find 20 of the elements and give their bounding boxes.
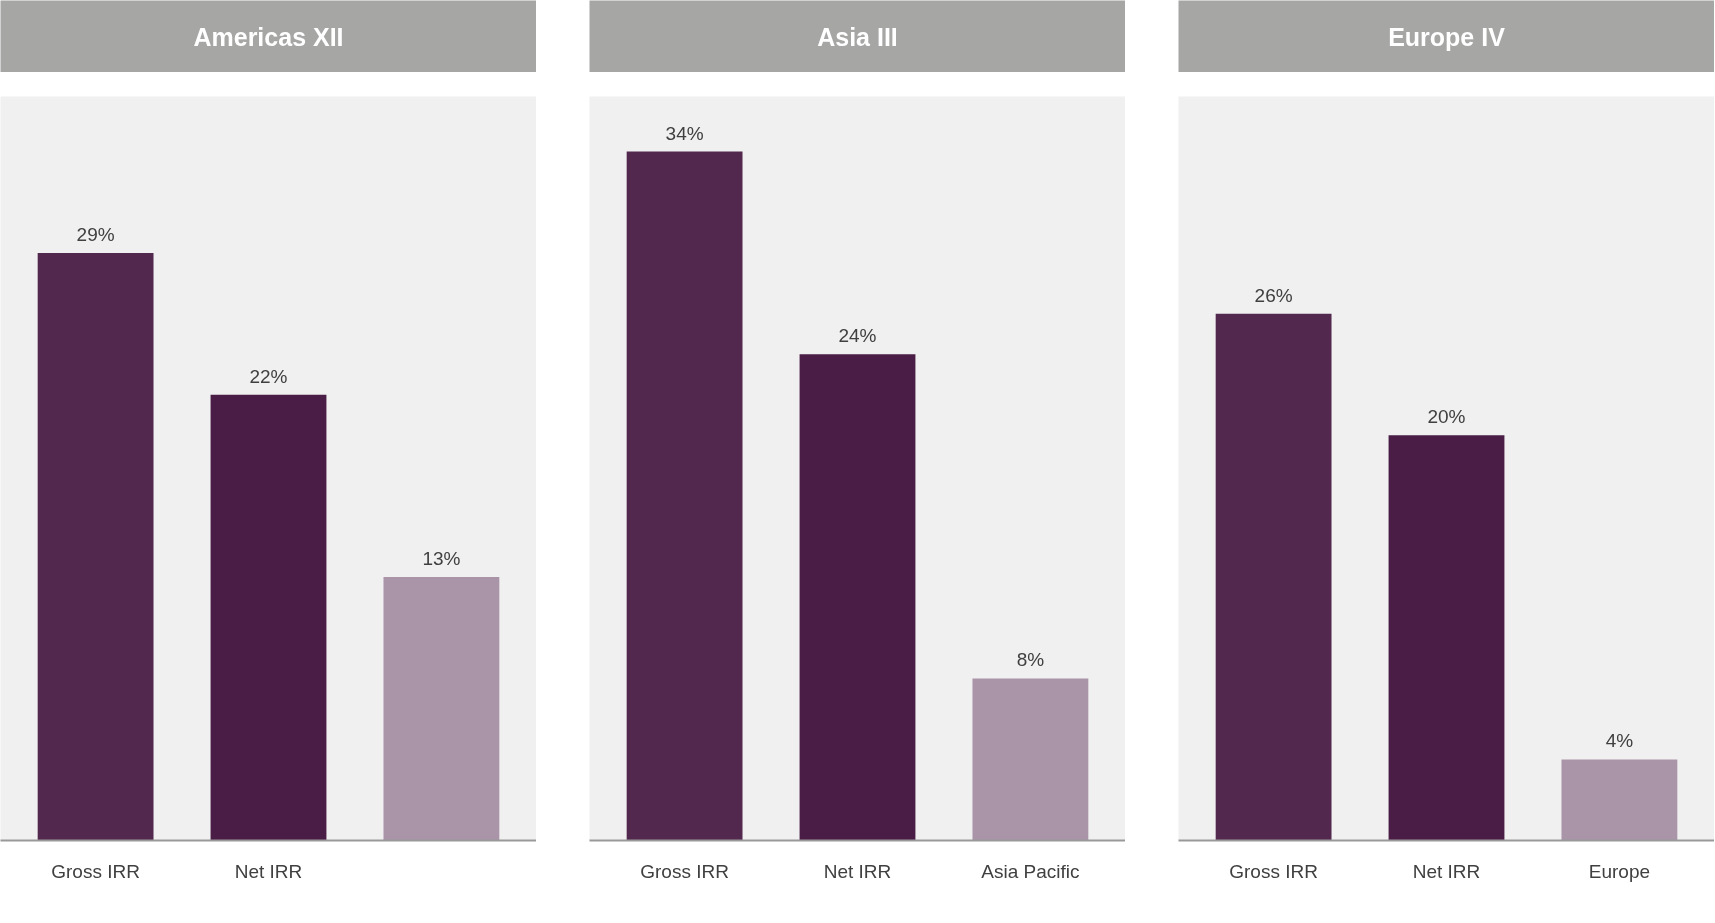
x-tick-label: Net IRR [1412,860,1481,882]
x-tick-label: Gross IRR [1229,860,1318,882]
data-label: 29% [76,223,115,245]
data-label: 26% [1254,284,1293,306]
data-label: 22% [249,365,288,387]
data-label: 34% [665,122,704,144]
x-tick-label: Net IRR [823,860,892,882]
x-tick-label: Europe [1588,860,1651,882]
data-label: 13% [422,548,461,570]
data-label: 8% [1016,649,1045,671]
chart-title: Americas XII [193,22,344,51]
x-tick-label: Gross IRR [640,860,729,882]
x-tick-label: Net IRR [234,860,303,882]
chart-title: Asia III [817,22,898,51]
chart-title: Europe IV [1388,22,1506,51]
data-label: 20% [1427,406,1466,428]
data-label: 4% [1605,730,1634,752]
x-tick-label: Gross IRR [51,860,140,882]
data-label: 24% [838,325,877,347]
x-tick-label: Asia Pacific [981,860,1080,882]
